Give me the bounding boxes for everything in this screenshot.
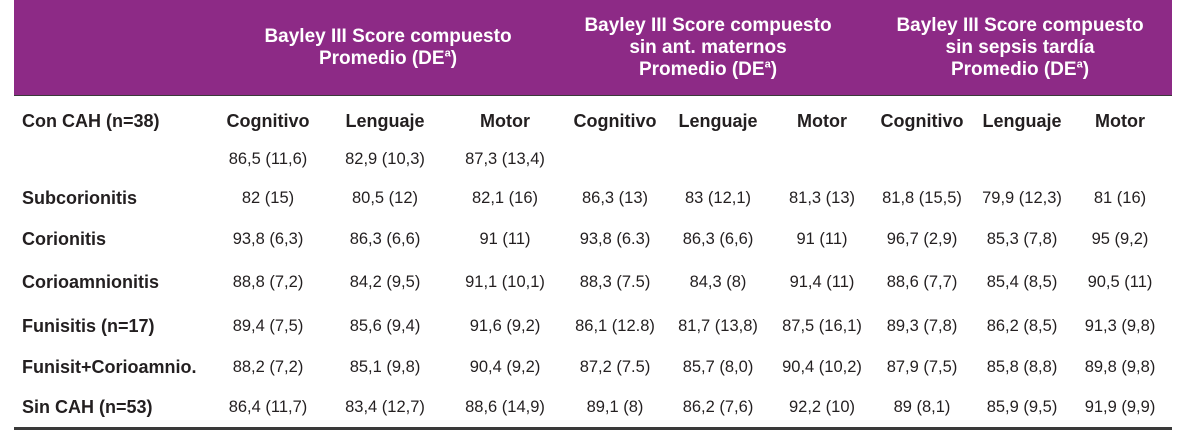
row-label: Funisitis (n=17) (22, 316, 155, 336)
row-label: Corioamnionitis (22, 272, 160, 292)
header-rule (14, 95, 1172, 96)
table-cell: 82,1 (16) (471, 189, 539, 207)
column-header: Motor (1095, 111, 1145, 131)
table-cell: 85,1 (9,8) (349, 358, 421, 376)
table-cell: 81,7 (13,8) (678, 317, 758, 335)
group-header-line: sin ant. maternos (629, 36, 787, 58)
table-cell: 83 (12,1) (684, 189, 752, 207)
group-header-line: Promedio (DEa) (950, 58, 1090, 80)
table-cell: 79,9 (12,3) (982, 189, 1062, 207)
column-header: Lenguaje (982, 111, 1062, 131)
column-header: Cognitivo (880, 111, 964, 131)
column-header: Cognitivo (573, 111, 657, 131)
table-cell: 90,4 (9,2) (469, 358, 541, 376)
column-header: Motor (797, 111, 847, 131)
table-cell: 88,3 (7.5) (579, 273, 651, 291)
table-cell: 96,7 (2,9) (886, 230, 958, 248)
table-cell: 86,1 (12.8) (575, 317, 655, 335)
table-cell: 88,2 (7,2) (232, 358, 304, 376)
table-cell: 87,3 (13,4) (465, 150, 545, 168)
column-header: Cognitivo (226, 111, 310, 131)
group-header-line: Promedio (DEa) (318, 47, 458, 69)
table-cell: 86,3 (6,6) (682, 230, 754, 248)
table-cell: 83,4 (12,7) (345, 398, 425, 416)
table-cell: 88,8 (7,2) (232, 273, 304, 291)
column-header: Lenguaje (345, 111, 425, 131)
table-cell: 85,9 (9,5) (986, 398, 1058, 416)
table-cell: 84,2 (9,5) (349, 273, 421, 291)
row-label: Corionitis (22, 229, 106, 249)
table-cell: 88,6 (7,7) (886, 273, 958, 291)
table-cell: 87,5 (16,1) (782, 317, 862, 335)
table-cell: 90,4 (10,2) (782, 358, 862, 376)
group-header-line: Bayley III Score compuesto (584, 14, 832, 36)
table-cell: 91 (11) (479, 230, 531, 248)
group-header-2: Bayley III Score compuesto sin ant. mate… (563, 0, 853, 95)
table-cell: 95 (9,2) (1091, 230, 1149, 248)
table-cell: 82 (15) (241, 189, 295, 207)
table-cell: 85,3 (7,8) (986, 230, 1058, 248)
group-header-3: Bayley III Score compuesto sin sepsis ta… (870, 0, 1170, 95)
row-label: Sin CAH (n=53) (22, 397, 153, 417)
table-cell: 82,9 (10,3) (345, 150, 425, 168)
table-cell: 91,9 (9,9) (1084, 398, 1156, 416)
table-cell: 91,3 (9,8) (1084, 317, 1156, 335)
superscript: a (764, 58, 771, 71)
table-cell: 86,4 (11,7) (228, 398, 308, 416)
table-cell: 90,5 (11) (1087, 273, 1153, 291)
table-cell: 85,6 (9,4) (349, 317, 421, 335)
table-cell: 81 (16) (1093, 189, 1147, 207)
row-label: Con CAH (n=38) (22, 111, 160, 131)
table-cell: 86,5 (11,6) (228, 150, 308, 168)
table-cell: 93,8 (6,3) (232, 230, 304, 248)
column-header: Motor (480, 111, 530, 131)
table-cell: 92,2 (10) (788, 398, 856, 416)
table-cell: 85,8 (8,8) (986, 358, 1058, 376)
table-cell: 89,8 (9,8) (1084, 358, 1156, 376)
table-cell: 87,9 (7,5) (886, 358, 958, 376)
superscript: a (1076, 58, 1083, 71)
table-cell: 86,2 (7,6) (682, 398, 754, 416)
table-cell: 81,8 (15,5) (882, 189, 962, 207)
table-cell: 93,8 (6.3) (579, 230, 651, 248)
table-cell: 80,5 (12) (351, 189, 419, 207)
group-header-line: Promedio (DEa) (638, 58, 778, 80)
group-header-line: sin sepsis tardía (945, 36, 1095, 58)
table-cell: 84,3 (8) (689, 273, 747, 291)
row-label: Funisit+Corioamnio. (22, 357, 197, 377)
table-cell: 91,4 (11) (789, 273, 855, 291)
table-cell: 91,6 (9,2) (469, 317, 541, 335)
table-header-band (14, 0, 1172, 95)
group-header-1: Bayley III Score compuesto Promedio (DEa… (233, 0, 543, 95)
table-cell: 89,1 (8) (586, 398, 644, 416)
table-cell: 86,3 (6,6) (349, 230, 421, 248)
table-cell: 88,6 (14,9) (465, 398, 545, 416)
table-cell: 85,4 (8,5) (986, 273, 1058, 291)
table-cell: 86,3 (13) (581, 189, 649, 207)
table-cell: 81,3 (13) (788, 189, 856, 207)
bottom-rule (14, 427, 1172, 430)
table-cell: 91,1 (10,1) (465, 273, 545, 291)
table-cell: 89,4 (7,5) (232, 317, 304, 335)
group-header-line: Bayley III Score compuesto (264, 25, 512, 47)
group-header-line: Bayley III Score compuesto (896, 14, 1144, 36)
table-cell: 85,7 (8,0) (682, 358, 754, 376)
table-cell: 89 (8,1) (893, 398, 951, 416)
row-label: Subcorionitis (22, 188, 138, 208)
table-cell: 89,3 (7,8) (886, 317, 958, 335)
table-cell: 91 (11) (796, 230, 848, 248)
table-cell: 86,2 (8,5) (986, 317, 1058, 335)
superscript: a (444, 47, 451, 60)
table-cell: 87,2 (7.5) (579, 358, 651, 376)
column-header: Lenguaje (678, 111, 758, 131)
